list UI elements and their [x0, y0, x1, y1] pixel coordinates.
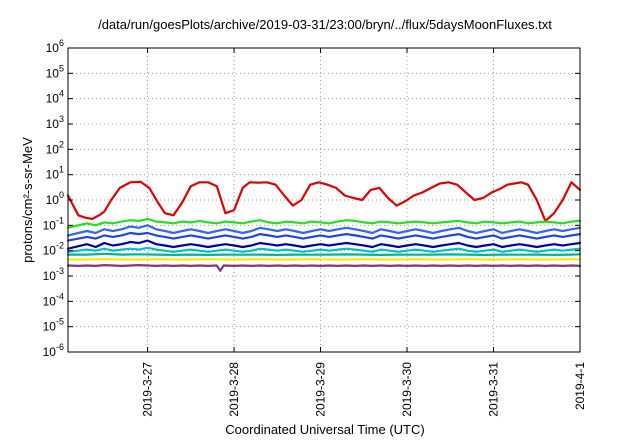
grid-layer — [68, 48, 580, 352]
y-tick-label: 104 — [46, 89, 64, 106]
series-line-blue_dark — [66, 239, 582, 250]
x-tick-label: 2019-3-30 — [400, 362, 414, 417]
y-tick-label: 10-1 — [43, 215, 64, 232]
x-tick-label: 2019-3-27 — [141, 362, 155, 417]
series-line-blue_mid — [66, 231, 582, 242]
y-tick-label: 10-4 — [43, 291, 64, 308]
y-tick-label: 10-6 — [43, 342, 64, 359]
y-tick-label: 106 — [46, 38, 64, 55]
x-tick-label: 2019-3-31 — [487, 362, 501, 417]
series-line-cyan — [66, 246, 582, 253]
x-tick-label: 2019-4-1 — [573, 362, 587, 410]
x-tick-label: 2019-3-28 — [227, 362, 241, 417]
y-tick-label: 10-3 — [43, 266, 64, 283]
series-line-green — [66, 217, 582, 229]
axes-layer: 10-6 10-5 10-4 10-3 10-2 10-1 100 101 102 103 104 1… — [43, 38, 587, 417]
y-tick-label: 100 — [46, 190, 64, 207]
y-tick-label: 101 — [46, 165, 64, 182]
series-layer — [66, 180, 582, 272]
plot-frame — [67, 47, 581, 353]
series-line-teal — [66, 252, 582, 256]
y-tick-label: 10-2 — [43, 241, 64, 258]
x-axis-label: Coordinated Universal Time (UTC) — [225, 422, 424, 437]
y-axis-label: protons/cm²-s-sr-MeV — [20, 137, 35, 263]
y-tick-label: 105 — [46, 63, 64, 80]
chart-title: /data/run/goesPlots/archive/2019-03-31/2… — [98, 17, 552, 32]
series-line-red — [66, 180, 582, 222]
y-tick-label: 102 — [46, 139, 64, 156]
series-line-blue_light — [66, 224, 582, 237]
series-line-purple — [66, 264, 582, 272]
y-tick-label: 103 — [46, 114, 64, 131]
y-tick-label: 10-5 — [43, 317, 64, 334]
x-tick-label: 2019-3-29 — [314, 362, 328, 417]
